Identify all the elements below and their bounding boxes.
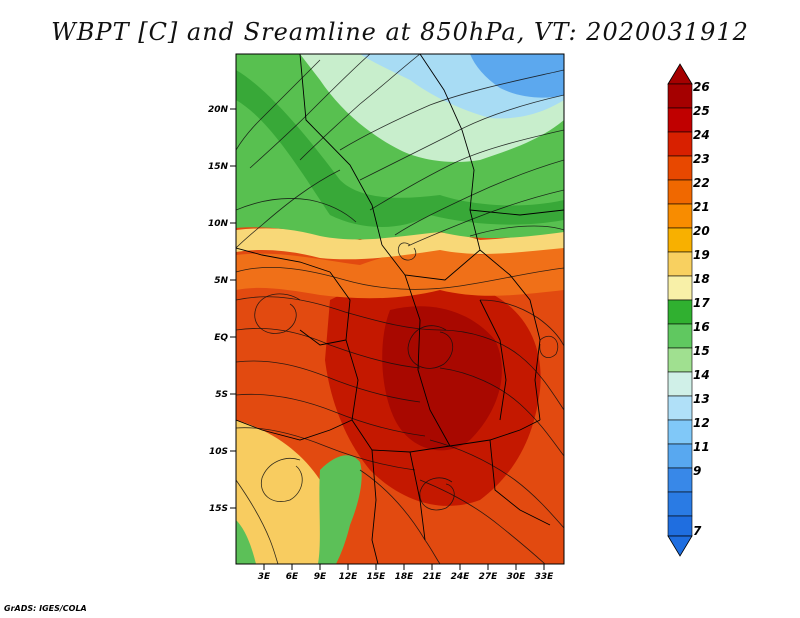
colorbar-label: 20 — [693, 224, 710, 238]
colorbar-label: 22 — [693, 176, 710, 190]
colorbar-segment — [667, 467, 693, 493]
colorbar-label: 11 — [693, 440, 710, 454]
y-tick-label: EQ — [214, 333, 228, 343]
colorbar-label: 17 — [693, 296, 710, 310]
wbpt-coolest-region — [470, 54, 564, 98]
colorbar-label: 16 — [693, 320, 710, 334]
map-frame — [235, 53, 565, 565]
x-tick-label: 27E — [479, 572, 499, 582]
colorbar-segment — [667, 275, 693, 301]
y-tick-label: 5N — [214, 276, 228, 286]
colorbar-segment — [667, 203, 693, 229]
colorbar-label: 23 — [693, 152, 710, 166]
chart-title: WBPT [C] and Sreamline at 850hPa, VT: 20… — [51, 18, 749, 46]
wbpt-sw-yellow-region — [236, 420, 328, 564]
wbpt-sw-green-strip — [236, 520, 256, 564]
colorbar-segment — [667, 443, 693, 469]
wbpt-sw-green-region — [318, 455, 362, 564]
grads-credit: GrADS: IGES/COLA — [4, 604, 87, 613]
colorbar-label: 19 — [693, 248, 710, 262]
colorbar-label: 13 — [693, 392, 710, 406]
x-tick-label: 18E — [395, 572, 415, 582]
colorbar-label: 24 — [693, 128, 710, 142]
x-tick-label: 15E — [367, 572, 387, 582]
colorbar-segment — [667, 227, 693, 253]
streamlines — [236, 54, 564, 564]
colorbar-label: 14 — [693, 368, 710, 382]
x-tick-label: 9E — [314, 572, 327, 582]
wbpt-green-dark-region — [236, 70, 564, 228]
x-tick-label: 6E — [286, 572, 299, 582]
x-axis: 3E 6E 9E 12E 15E 18E 21E 24E 27E 30E 33E — [258, 564, 554, 582]
y-tick-label: 20N — [208, 105, 229, 115]
colorbar-segment — [667, 491, 693, 517]
map-plot-area — [236, 54, 564, 564]
y-tick-label: 10N — [208, 219, 229, 229]
colorbar-top-arrow — [667, 63, 693, 85]
colorbar-segment — [667, 395, 693, 421]
wbpt-darkest-region — [382, 306, 502, 451]
colorbar-segment — [667, 371, 693, 397]
colorbar-segment — [667, 107, 693, 133]
y-tick-label: 15N — [208, 162, 229, 172]
colorbar-segment — [667, 179, 693, 205]
colorbar-segment — [667, 515, 693, 537]
colorbar-label: 25 — [693, 104, 710, 118]
colorbar-segment — [667, 155, 693, 181]
y-tick-label: 10S — [209, 447, 228, 457]
country-borders — [236, 54, 564, 564]
x-tick-label: 3E — [258, 572, 271, 582]
colorbar-label: 15 — [693, 344, 710, 358]
x-tick-label: 21E — [423, 572, 443, 582]
colorbar-segment — [667, 83, 693, 109]
colorbar-label: 21 — [693, 200, 710, 214]
colorbar-label: 26 — [693, 80, 710, 94]
colorbar-segment — [667, 347, 693, 373]
colorbar-segment — [667, 419, 693, 445]
y-tick-label: 5S — [215, 390, 228, 400]
colorbar-segment — [667, 323, 693, 349]
colorbar-label: 12 — [693, 416, 710, 430]
colorbar — [667, 63, 693, 557]
colorbar-label: 7 — [693, 524, 702, 538]
colorbar-label: 9 — [693, 464, 702, 478]
colorbar-segment — [667, 131, 693, 157]
x-tick-label: 24E — [451, 572, 471, 582]
y-axis: 20N 15N 10N 5N EQ 5S 10S 15S — [208, 105, 236, 514]
y-tick-label: 15S — [209, 504, 228, 514]
colorbar-segment — [667, 299, 693, 325]
colorbar-segment — [667, 251, 693, 277]
x-tick-label: 33E — [535, 572, 555, 582]
colorbar-label: 18 — [693, 272, 710, 286]
x-tick-label: 12E — [339, 572, 359, 582]
colorbar-bottom-arrow — [667, 535, 693, 557]
x-tick-label: 30E — [507, 572, 527, 582]
